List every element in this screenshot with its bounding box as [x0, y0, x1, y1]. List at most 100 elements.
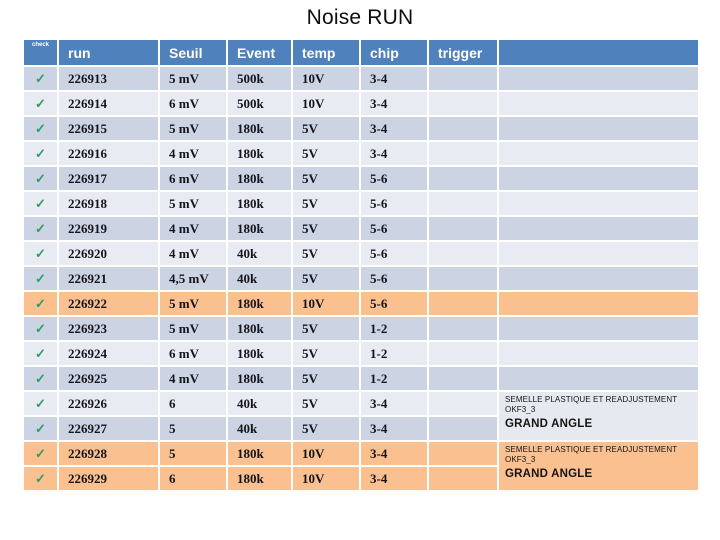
temp-cell: 5V	[293, 267, 359, 290]
event-cell: 180k	[228, 217, 291, 240]
check-cell: ✓	[24, 242, 57, 265]
run-cell: 226921	[59, 267, 158, 290]
table-row: ✓ 226927 5 40k 5V 3-4	[24, 417, 698, 440]
table-row: ✓ 226922 5 mV 180k 10V 5-6	[24, 292, 698, 315]
note-cell-empty	[499, 192, 698, 215]
chip-cell: 5-6	[361, 217, 427, 240]
chip-cell: 5-6	[361, 167, 427, 190]
table-row: ✓ 226915 5 mV 180k 5V 3-4	[24, 117, 698, 140]
note-line: SEMELLE PLASTIQUE ET READJUSTEMENT	[505, 445, 678, 454]
chip-cell: 3-4	[361, 117, 427, 140]
check-cell: ✓	[24, 417, 57, 440]
note-cell-empty	[499, 117, 698, 140]
check-icon: ✓	[35, 320, 46, 336]
table-body: ✓ 226913 5 mV 500k 10V 3-4 ✓ 226914 6 mV 500k 10V 3…	[24, 67, 698, 490]
chip-cell: 3-4	[361, 467, 427, 490]
event-cell: 180k	[228, 342, 291, 365]
check-cell: ✓	[24, 167, 57, 190]
trigger-cell	[429, 267, 497, 290]
trigger-cell	[429, 442, 497, 465]
note-cell-empty	[499, 142, 698, 165]
trigger-cell	[429, 142, 497, 165]
check-cell: ✓	[24, 92, 57, 115]
column-header-run: run	[59, 40, 158, 65]
check-cell: ✓	[24, 142, 57, 165]
event-cell: 40k	[228, 242, 291, 265]
check-cell: ✓	[24, 367, 57, 390]
note-cell-empty	[499, 292, 698, 315]
table-row: ✓ 226913 5 mV 500k 10V 3-4	[24, 67, 698, 90]
trigger-cell	[429, 167, 497, 190]
seuil-cell: 6	[160, 467, 226, 490]
trigger-cell	[429, 317, 497, 340]
trigger-cell	[429, 342, 497, 365]
run-cell: 226920	[59, 242, 158, 265]
seuil-cell: 6 mV	[160, 342, 226, 365]
check-icon: ✓	[35, 220, 46, 236]
run-cell: 226919	[59, 217, 158, 240]
column-header-trigger: trigger	[429, 40, 497, 65]
run-cell: 226923	[59, 317, 158, 340]
seuil-cell: 5 mV	[160, 117, 226, 140]
note-cell-empty	[499, 267, 698, 290]
trigger-cell	[429, 117, 497, 140]
check-cell: ✓	[24, 192, 57, 215]
note-cell-empty	[499, 217, 698, 240]
trigger-cell	[429, 242, 497, 265]
temp-cell: 5V	[293, 242, 359, 265]
check-cell: ✓	[24, 467, 57, 490]
chip-cell: 3-4	[361, 417, 427, 440]
event-cell: 180k	[228, 142, 291, 165]
column-header-seuil: Seuil	[160, 40, 226, 65]
seuil-cell: 5	[160, 442, 226, 465]
temp-cell: 5V	[293, 192, 359, 215]
chip-cell: 5-6	[361, 292, 427, 315]
table-row: ✓ 226921 4,5 mV 40k 5V 5-6	[24, 267, 698, 290]
temp-cell: 10V	[293, 442, 359, 465]
seuil-cell: 4,5 mV	[160, 267, 226, 290]
temp-cell: 5V	[293, 367, 359, 390]
column-header-temp: temp	[293, 40, 359, 65]
trigger-cell	[429, 467, 497, 490]
check-icon: ✓	[35, 470, 46, 486]
table-row: ✓ 226918 5 mV 180k 5V 5-6	[24, 192, 698, 215]
check-icon: ✓	[35, 345, 46, 361]
column-header-event: Event	[228, 40, 291, 65]
check-icon: ✓	[35, 270, 46, 286]
trigger-cell	[429, 67, 497, 90]
note-bold-line: GRAND ANGLE	[505, 417, 593, 430]
chip-cell: 1-2	[361, 367, 427, 390]
check-cell: ✓	[24, 317, 57, 340]
note-cell-empty	[499, 92, 698, 115]
check-cell: ✓	[24, 267, 57, 290]
note-cell: SEMELLE PLASTIQUE ET READJUSTEMENT OKF3_3…	[499, 392, 698, 440]
run-cell: 226929	[59, 467, 158, 490]
check-cell: ✓	[24, 342, 57, 365]
run-cell: 226925	[59, 367, 158, 390]
temp-cell: 5V	[293, 317, 359, 340]
chip-cell: 3-4	[361, 142, 427, 165]
event-cell: 500k	[228, 92, 291, 115]
check-icon: ✓	[35, 245, 46, 261]
run-cell: 226915	[59, 117, 158, 140]
check-cell: ✓	[24, 67, 57, 90]
chip-cell: 3-4	[361, 392, 427, 415]
check-icon: ✓	[35, 445, 46, 461]
run-cell: 226924	[59, 342, 158, 365]
seuil-cell: 5	[160, 417, 226, 440]
chip-cell: 5-6	[361, 267, 427, 290]
run-cell: 226927	[59, 417, 158, 440]
trigger-cell	[429, 192, 497, 215]
note-cell-empty	[499, 167, 698, 190]
table-row: ✓ 226919 4 mV 180k 5V 5-6	[24, 217, 698, 240]
table-row: ✓ 226920 4 mV 40k 5V 5-6	[24, 242, 698, 265]
seuil-cell: 6 mV	[160, 92, 226, 115]
note-cell-empty	[499, 67, 698, 90]
note-cell-empty	[499, 317, 698, 340]
run-cell: 226913	[59, 67, 158, 90]
seuil-cell: 5 mV	[160, 292, 226, 315]
check-icon: ✓	[35, 420, 46, 436]
check-icon: ✓	[35, 395, 46, 411]
trigger-cell	[429, 417, 497, 440]
chip-cell: 5-6	[361, 192, 427, 215]
